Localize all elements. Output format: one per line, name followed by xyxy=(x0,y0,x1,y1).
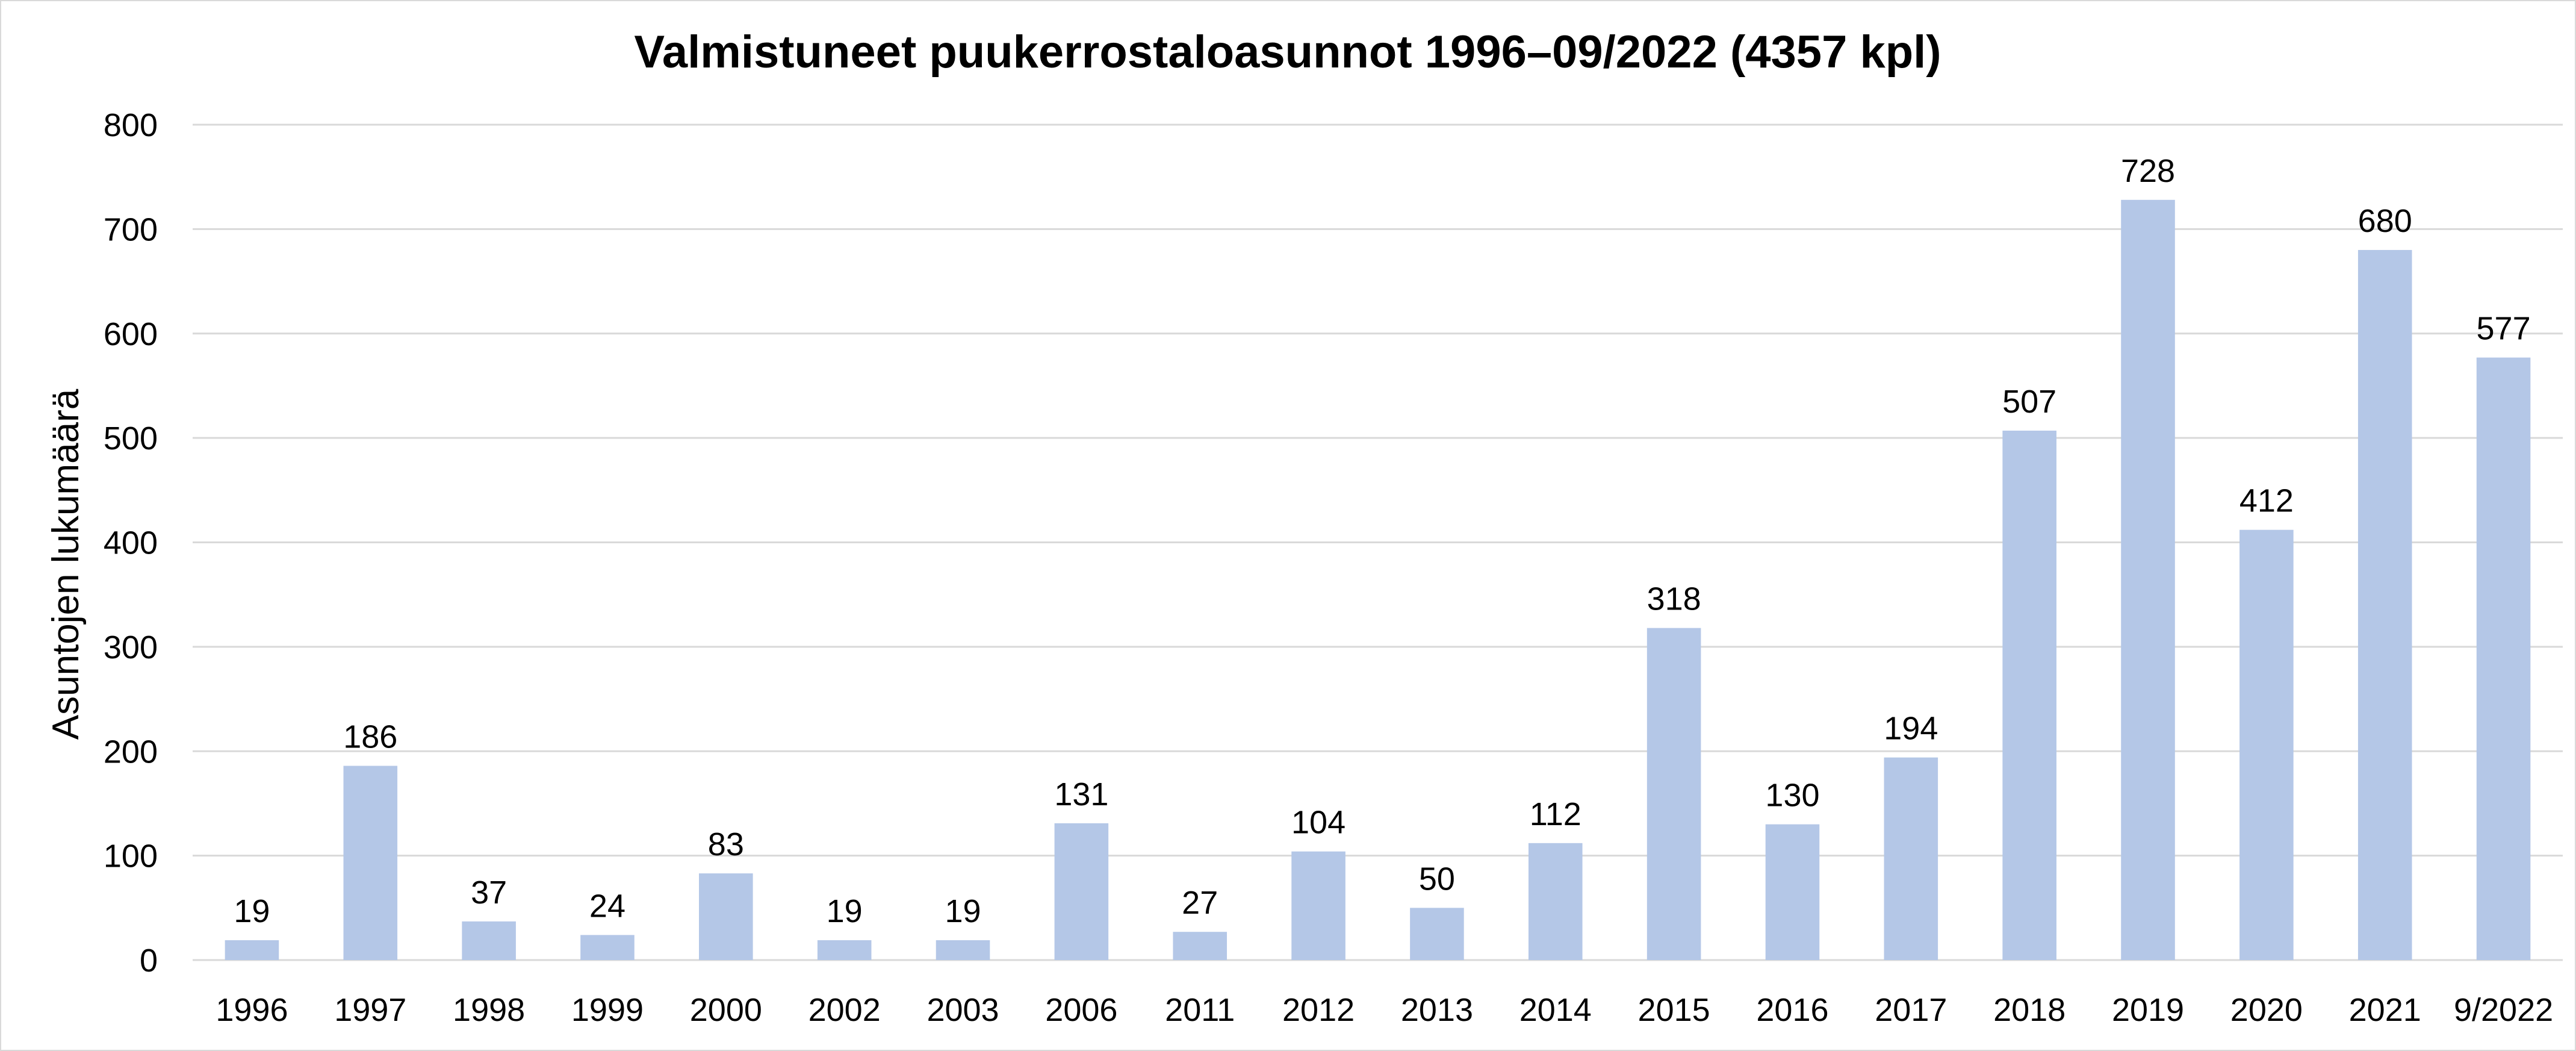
data-label: 318 xyxy=(1647,581,1701,617)
x-tick-label: 2016 xyxy=(1756,992,1828,1028)
x-tick-label: 2020 xyxy=(2230,992,2303,1028)
data-label: 83 xyxy=(708,826,744,862)
data-label: 680 xyxy=(2358,203,2412,239)
data-label: 577 xyxy=(2477,311,2531,347)
bar xyxy=(2239,529,2294,960)
bar xyxy=(1054,823,1109,960)
bar xyxy=(343,766,398,960)
x-tick-label: 2006 xyxy=(1045,992,1117,1028)
data-labels: 19 186 37 24 83 19 19 131 27 104 50 112 318 130 194 507… xyxy=(234,153,2530,929)
bar xyxy=(2002,430,2056,960)
data-label: 19 xyxy=(234,893,270,929)
bar xyxy=(1884,757,1938,960)
bar xyxy=(2357,250,2412,960)
data-label: 130 xyxy=(1765,778,1819,814)
bar xyxy=(2121,199,2175,961)
data-label: 19 xyxy=(945,893,981,929)
data-label: 104 xyxy=(1291,805,1345,841)
data-label: 27 xyxy=(1182,885,1218,921)
x-tick-label: 2017 xyxy=(1875,992,1947,1028)
bars xyxy=(225,199,2531,961)
data-label: 37 xyxy=(471,875,507,911)
data-label: 728 xyxy=(2121,153,2175,189)
x-tick-label: 2012 xyxy=(1282,992,1355,1028)
bar xyxy=(1646,628,1701,960)
x-tick-label: 2021 xyxy=(2349,992,2421,1028)
data-label: 50 xyxy=(1419,861,1455,897)
bar xyxy=(1291,851,1345,960)
x-tick-label: 2015 xyxy=(1638,992,1710,1028)
bar xyxy=(580,935,635,960)
x-tick-labels: 1996 1997 1998 1999 2000 2002 2003 2006 2011 2012… xyxy=(216,992,2553,1028)
data-label: 24 xyxy=(589,888,625,924)
x-tick-label: 2000 xyxy=(690,992,762,1028)
x-tick-label: 2003 xyxy=(926,992,999,1028)
y-tick-label: 700 xyxy=(104,211,158,248)
y-tick-labels: 0 100 200 300 400 500 600 700 800 xyxy=(104,107,158,979)
data-label: 412 xyxy=(2239,483,2294,519)
data-label: 131 xyxy=(1054,776,1108,812)
data-label: 112 xyxy=(1530,796,1581,832)
bar xyxy=(699,873,753,960)
bar xyxy=(1173,932,1227,960)
gridlines xyxy=(193,123,2563,961)
x-tick-label: 1996 xyxy=(216,992,288,1028)
data-label: 186 xyxy=(343,719,397,755)
y-tick-label: 300 xyxy=(104,629,158,666)
bar xyxy=(2476,357,2531,960)
data-label: 194 xyxy=(1884,711,1938,747)
bar xyxy=(1528,843,1583,960)
x-tick-label: 1999 xyxy=(571,992,644,1028)
x-tick-label: 1997 xyxy=(334,992,406,1028)
chart-title: Valmistuneet puukerrostaloasunnot 1996–0… xyxy=(634,27,1941,78)
bar xyxy=(225,940,279,960)
x-tick-label: 2013 xyxy=(1401,992,1473,1028)
x-tick-label: 2014 xyxy=(1519,992,1592,1028)
bar xyxy=(462,921,516,960)
x-tick-label: 2019 xyxy=(2112,992,2184,1028)
x-tick-label: 2018 xyxy=(1993,992,2065,1028)
y-tick-label: 100 xyxy=(104,838,158,875)
x-tick-label: 2002 xyxy=(808,992,881,1028)
y-tick-label: 500 xyxy=(104,420,158,457)
bar xyxy=(1765,824,1820,960)
bar xyxy=(817,940,872,960)
x-tick-label: 2011 xyxy=(1165,992,1235,1028)
y-tick-label: 400 xyxy=(104,525,158,561)
y-tick-label: 200 xyxy=(104,734,158,770)
x-tick-label: 1998 xyxy=(453,992,525,1028)
y-tick-label: 600 xyxy=(104,316,158,352)
x-tick-label: 9/2022 xyxy=(2454,992,2553,1028)
bar xyxy=(1410,908,1464,960)
bar xyxy=(936,940,990,960)
y-axis-label: Asuntojen lukumäärä xyxy=(45,388,87,740)
y-tick-label: 800 xyxy=(104,107,158,143)
y-tick-label: 0 xyxy=(140,943,158,979)
data-label: 507 xyxy=(2002,384,2056,420)
data-label: 19 xyxy=(827,893,863,929)
